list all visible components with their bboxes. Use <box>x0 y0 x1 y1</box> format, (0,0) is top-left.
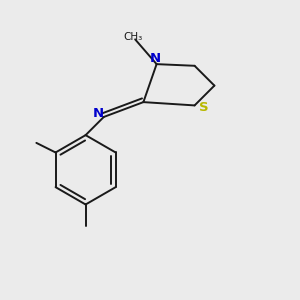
Text: CH₃: CH₃ <box>124 32 143 42</box>
Text: N: N <box>149 52 161 65</box>
Text: S: S <box>199 100 208 114</box>
Text: N: N <box>92 107 104 120</box>
